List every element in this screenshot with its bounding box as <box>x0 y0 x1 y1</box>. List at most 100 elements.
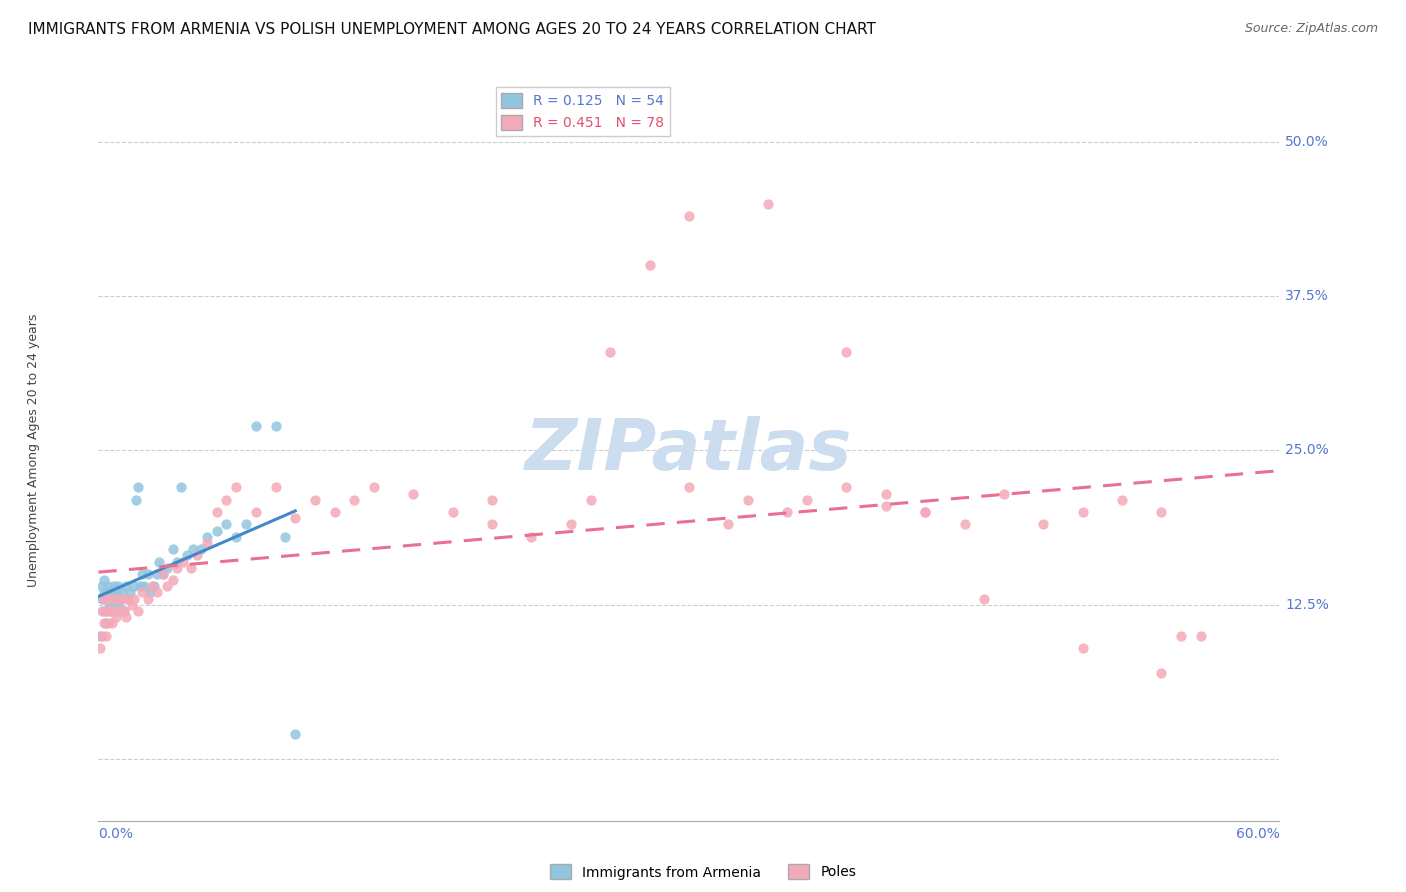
Point <box>953 517 976 532</box>
Point <box>152 566 174 581</box>
Point <box>717 517 740 532</box>
Point <box>170 481 193 495</box>
Point <box>93 585 115 599</box>
Text: Unemployment Among Ages 20 to 24 years: Unemployment Among Ages 20 to 24 years <box>27 314 39 587</box>
Point <box>402 486 425 500</box>
Point <box>127 604 149 618</box>
Point <box>1150 505 1173 519</box>
Point <box>195 536 218 550</box>
Point <box>176 549 198 563</box>
Point <box>678 209 700 223</box>
Point <box>107 591 129 606</box>
Point <box>107 579 129 593</box>
Point <box>274 530 297 544</box>
Point <box>835 344 858 359</box>
Point <box>97 616 120 631</box>
Text: Source: ZipAtlas.com: Source: ZipAtlas.com <box>1244 22 1378 36</box>
Point <box>132 579 155 593</box>
Point <box>481 492 503 507</box>
Point <box>156 560 179 574</box>
Point <box>93 616 115 631</box>
Point <box>1150 665 1173 680</box>
Point <box>152 566 174 581</box>
Point <box>796 492 818 507</box>
Point <box>146 566 169 581</box>
Point <box>96 616 118 631</box>
Point <box>162 542 184 557</box>
Point <box>125 492 148 507</box>
Text: 50.0%: 50.0% <box>1285 135 1329 149</box>
Point <box>1071 640 1094 655</box>
Point <box>111 591 134 606</box>
Point <box>166 554 188 569</box>
Point <box>122 579 145 593</box>
Point <box>127 481 149 495</box>
Point <box>264 418 287 433</box>
Point <box>96 591 118 606</box>
Point <box>776 505 799 519</box>
Point <box>1189 629 1212 643</box>
Point <box>190 542 212 557</box>
Point <box>156 579 179 593</box>
Point <box>215 492 238 507</box>
Point <box>93 591 115 606</box>
Point <box>166 560 188 574</box>
Legend: R = 0.125   N = 54, R = 0.451   N = 78: R = 0.125 N = 54, R = 0.451 N = 78 <box>496 87 669 136</box>
Point <box>98 598 121 612</box>
Point <box>105 610 128 624</box>
Point <box>118 585 141 599</box>
Point <box>914 505 936 519</box>
Point <box>973 591 995 606</box>
Point <box>481 517 503 532</box>
Point <box>93 573 115 587</box>
Point <box>756 196 779 211</box>
Point <box>875 499 897 513</box>
Point <box>136 566 159 581</box>
Legend: Immigrants from Armenia, Poles: Immigrants from Armenia, Poles <box>544 859 862 885</box>
Point <box>875 486 897 500</box>
Point <box>101 616 124 631</box>
Point <box>115 579 138 593</box>
Point <box>89 629 111 643</box>
Text: ZIPatlas: ZIPatlas <box>526 416 852 485</box>
Point <box>737 492 759 507</box>
Point <box>136 591 159 606</box>
Point <box>103 591 125 606</box>
Point <box>115 610 138 624</box>
Point <box>131 566 153 581</box>
Point <box>264 481 287 495</box>
Point <box>560 517 582 532</box>
Point <box>993 486 1015 500</box>
Point <box>138 585 160 599</box>
Point <box>520 530 543 544</box>
Text: 37.5%: 37.5% <box>1285 289 1329 303</box>
Point <box>195 530 218 544</box>
Point <box>441 505 464 519</box>
Point <box>98 591 121 606</box>
Point <box>245 505 267 519</box>
Point <box>131 585 153 599</box>
Point <box>97 579 120 593</box>
Point <box>205 505 228 519</box>
Point <box>181 542 204 557</box>
Point <box>97 591 120 606</box>
Point <box>172 554 194 569</box>
Point <box>96 629 118 643</box>
Point <box>284 727 307 741</box>
Text: IMMIGRANTS FROM ARMENIA VS POLISH UNEMPLOYMENT AMONG AGES 20 TO 24 YEARS CORRELA: IMMIGRANTS FROM ARMENIA VS POLISH UNEMPL… <box>28 22 876 37</box>
Point <box>284 511 307 525</box>
Point <box>835 481 858 495</box>
Point <box>108 604 131 618</box>
Point <box>146 585 169 599</box>
Point <box>599 344 621 359</box>
Point <box>235 517 257 532</box>
Point <box>180 560 202 574</box>
Text: 0.0%: 0.0% <box>98 827 134 841</box>
Point <box>103 579 125 593</box>
Point <box>108 591 131 606</box>
Point <box>638 259 661 273</box>
Point <box>1032 517 1054 532</box>
Point <box>91 591 114 606</box>
Point <box>91 629 114 643</box>
Point <box>1071 505 1094 519</box>
